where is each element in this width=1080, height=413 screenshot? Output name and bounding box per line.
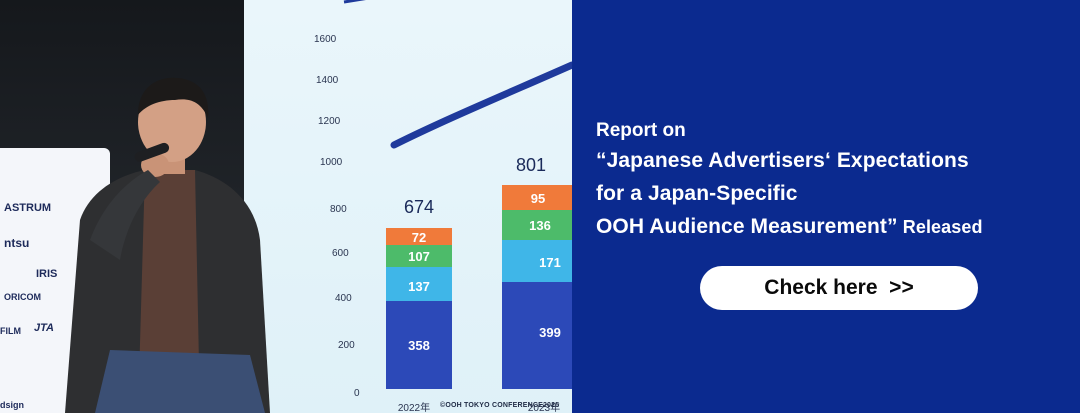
bar-segment-label: 136: [529, 218, 551, 233]
check-here-label: Check here >>: [764, 276, 914, 299]
sponsor-logo: ntsu: [4, 236, 30, 250]
sponsor-logo: JTA: [34, 322, 54, 334]
bar-segment: [386, 245, 452, 267]
bar-segment: [502, 185, 572, 210]
y-tick-label: 200: [338, 340, 355, 351]
bar-2023: 399 171 136 95 801 2023年: [502, 155, 572, 413]
bar-segment: [386, 267, 452, 301]
trend-line: [390, 61, 572, 149]
headline-line: OOH Audience Measurement” Released: [596, 210, 1076, 244]
sponsor-logo: FILM: [0, 326, 21, 336]
bar-segment-label: 107: [408, 249, 430, 264]
bar-segment: [502, 282, 572, 389]
photo-credit: ©OOH TOKYO CONFERENCE2025: [440, 402, 560, 409]
bar-segment: [386, 228, 452, 245]
y-tick-label: 1000: [320, 157, 343, 168]
y-tick-label: 800: [330, 204, 347, 215]
sponsor-logo: ORICOM: [4, 292, 41, 302]
bar-segment-label: 72: [412, 230, 426, 245]
headline: Report on “Japanese Advertisers‘ Expecta…: [596, 118, 1076, 244]
bar-segment-label: 358: [408, 338, 430, 353]
sponsor-logo: IRIS: [36, 268, 58, 280]
y-tick-label: 1600: [314, 34, 337, 45]
headline-line: Report on: [596, 120, 686, 141]
speaker-figure: [65, 77, 270, 413]
bar-total-label: 801: [516, 155, 546, 175]
bar-2022: 358 137 107 72 674 2022年: [386, 197, 452, 413]
bar-total-label: 674: [404, 197, 434, 217]
bar-segment-label: 399: [539, 325, 561, 340]
headline-title-end: OOH Audience Measurement”: [596, 215, 898, 238]
sponsor-logo: dsign: [0, 400, 24, 410]
x-tick-label: 2023年: [528, 401, 560, 413]
bar-segment-label: 137: [408, 279, 430, 294]
headline-line: “Japanese Advertisers‘ Expectations: [596, 149, 969, 172]
headline-panel: [572, 0, 1080, 413]
y-tick-label: 1200: [318, 116, 341, 127]
sponsor-logo: ASTRUM: [4, 202, 52, 214]
bar-segment: [502, 240, 572, 282]
screen-bar-chart: 1600 1400 1200 1000 800 600 400 200 0: [314, 0, 572, 413]
headline-released: Released: [897, 217, 983, 237]
bar-segment-label: 171: [539, 255, 561, 270]
bar-segment-label: 95: [531, 191, 545, 206]
bar-segment: [502, 210, 572, 240]
y-tick-label: 1400: [316, 75, 339, 86]
x-tick-label: 2022年: [398, 401, 430, 413]
y-tick-label: 600: [332, 248, 349, 259]
headline-line: for a Japan-Specific: [596, 182, 798, 205]
check-here-button[interactable]: Check here >>: [700, 266, 978, 310]
y-tick-label: 400: [335, 293, 352, 304]
bar-segment: [386, 301, 452, 389]
trend-line-top: [343, 0, 366, 4]
conference-photo: 1600 1400 1200 1000 800 600 400 200 0: [0, 0, 572, 413]
y-tick-label: 0: [354, 388, 360, 399]
